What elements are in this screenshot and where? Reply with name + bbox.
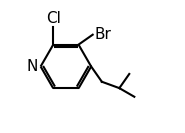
Text: Br: Br — [94, 27, 111, 42]
Text: N: N — [27, 59, 38, 74]
Text: Cl: Cl — [46, 11, 61, 26]
